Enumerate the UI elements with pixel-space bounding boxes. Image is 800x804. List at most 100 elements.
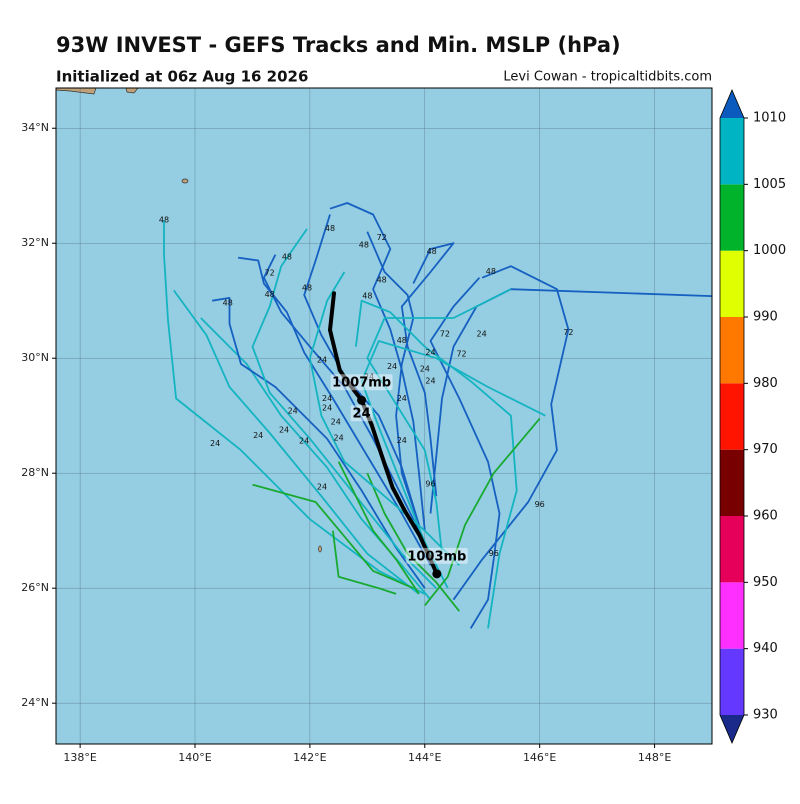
hour-label: 24 (288, 407, 298, 416)
colorbar-tick-label: 930 (753, 708, 778, 723)
ensemble-track (355, 299, 518, 629)
hour-label: 24 (420, 365, 430, 374)
colorbar-band (720, 184, 744, 251)
ocean (56, 88, 712, 744)
hour-label: 48 (359, 240, 369, 249)
mean-track (328, 291, 439, 576)
hour-label: 48 (223, 299, 233, 308)
hour-label: 48 (325, 224, 335, 233)
hour-label: 24 (322, 404, 332, 413)
ensemble-track (163, 220, 426, 595)
colorbar-band (720, 582, 744, 649)
ensemble-track (173, 289, 420, 595)
hour-label: 24 (210, 439, 220, 448)
colorbar-under (720, 715, 744, 743)
colorbar-band (720, 250, 744, 317)
hour-label: 72 (440, 330, 450, 339)
ensemble-track (200, 317, 432, 601)
title: 93W INVEST - GEFS Tracks and Min. MSLP (… (56, 33, 621, 57)
subtitle: Initialized at 06z Aug 16 2026 (56, 68, 308, 86)
label-box (405, 547, 468, 564)
ensemble-track (251, 228, 437, 589)
ensemble-track (366, 288, 512, 554)
hour-label: 48 (377, 276, 387, 285)
x-tick-label: 142°E (293, 751, 326, 764)
ensemble-track (252, 483, 414, 590)
hour-label: 48 (397, 336, 407, 345)
colorbar-tick-label: 940 (753, 641, 778, 656)
mean-track-dot (432, 569, 442, 579)
hour-label: 24 (425, 348, 435, 357)
x-tick-label: 140°E (178, 751, 211, 764)
colorbar-band (720, 516, 744, 583)
y-tick-label: 30°N (21, 351, 49, 364)
mean-track-dot (357, 395, 367, 405)
hour-label: 24 (317, 355, 327, 364)
ensemble-track (309, 271, 460, 566)
hour-label: 48 (486, 267, 496, 276)
x-tick-label: 148°E (638, 751, 671, 764)
ensemble-track (263, 254, 426, 543)
colorbar-over (720, 90, 744, 118)
colorbar-band (720, 118, 744, 185)
colorbar-tick-label: 990 (753, 310, 778, 325)
hour-label: 24 (397, 394, 407, 403)
hour-label: 48 (427, 247, 437, 256)
y-tick-label: 34°N (21, 121, 49, 134)
ensemble-track (237, 256, 432, 566)
island (181, 178, 189, 184)
colorbar-tick-label: 970 (753, 442, 778, 457)
ensemble-track (212, 297, 426, 589)
y-tick-label: 28°N (21, 466, 49, 479)
colorbar-tick-label: 1005 (753, 177, 786, 192)
colorbar-tick-label: 1000 (753, 243, 786, 258)
hour-label-mean: 24 (353, 407, 371, 422)
colorbar-tick-label: 950 (753, 575, 778, 590)
hour-label: 48 (159, 216, 169, 225)
map-frame (55, 87, 713, 745)
ensemble-track (452, 265, 570, 601)
ensemble-track (332, 530, 397, 595)
colorbar-band (720, 317, 744, 384)
ensemble-track (366, 472, 461, 612)
colorbar-tick-label: 1010 (753, 111, 786, 126)
colorbar-band (720, 383, 744, 450)
land (125, 88, 139, 94)
hour-label: 96 (425, 480, 435, 489)
x-tick-label: 144°E (408, 751, 441, 764)
land (56, 88, 97, 95)
pressure-label: 1007mb (332, 376, 391, 391)
hour-label: 24 (477, 330, 487, 339)
label-box (330, 374, 393, 391)
hour-label: 24 (364, 373, 374, 382)
hour-label: 24 (331, 418, 341, 427)
hour-label: 96 (489, 549, 499, 558)
x-tick-label: 138°E (63, 751, 96, 764)
ensemble-track (400, 242, 455, 497)
hour-label: 24 (334, 434, 344, 443)
hour-label: 24 (253, 431, 263, 440)
credit: Levi Cowan - tropicaltidbits.com (503, 70, 712, 85)
colorbar-tick-label: 960 (753, 509, 778, 524)
hour-label: 72 (456, 350, 466, 359)
ensemble-track (303, 214, 420, 526)
hour-label: 24 (279, 426, 289, 435)
hour-label: 24 (397, 436, 407, 445)
island (318, 545, 322, 553)
hour-label: 48 (362, 292, 372, 301)
colorbar-tick-label: 980 (753, 376, 778, 391)
hour-label: 24 (425, 377, 435, 386)
y-tick-label: 32°N (21, 236, 49, 249)
hour-label: 24 (317, 483, 327, 492)
hour-label: 24 (322, 394, 332, 403)
hour-label: 72 (265, 269, 275, 278)
colorbar-band (720, 648, 744, 715)
hour-label: 72 (563, 328, 573, 337)
hour-label: 24 (299, 437, 309, 446)
hour-label: 48 (282, 253, 292, 262)
hour-label: 48 (265, 290, 275, 299)
x-tick-label: 146°E (523, 751, 556, 764)
hour-label: 48 (302, 284, 312, 293)
